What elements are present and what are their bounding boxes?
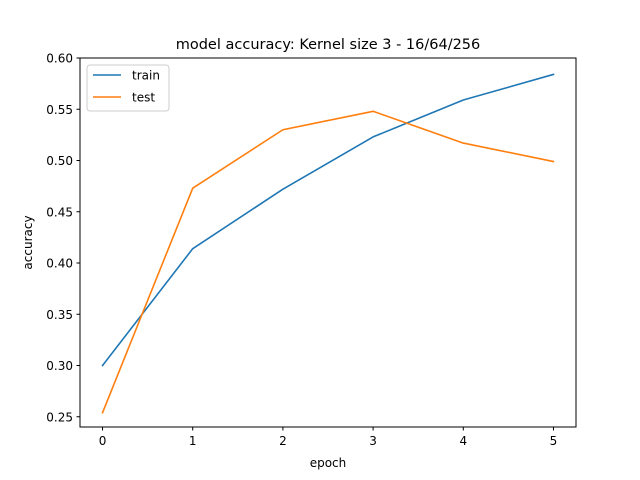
x-tick-label: 5 (550, 434, 558, 448)
y-axis-label: accuracy (21, 215, 35, 269)
y-tick-label: 0.30 (46, 359, 73, 373)
series-line-test (101, 110, 555, 414)
x-tick-label: 2 (279, 434, 287, 448)
y-axis-ticks: 0.25 0.30 0.35 0.40 0.45 0.50 0.55 0.60 (46, 52, 80, 424)
chart-title: model accuracy: Kernel size 3 - 16/64/25… (176, 37, 481, 53)
series-lines (101, 73, 555, 414)
x-tick-label: 1 (189, 434, 197, 448)
y-tick-label: 0.55 (46, 103, 73, 117)
legend-label-test: test (132, 91, 155, 105)
y-tick-label: 0.50 (46, 154, 73, 168)
x-tick-label: 4 (459, 434, 467, 448)
x-tick-label: 0 (99, 434, 107, 448)
plot-area-frame (79, 57, 577, 428)
x-tick-label: 3 (369, 434, 377, 448)
legend-label-train: train (132, 69, 160, 83)
y-tick-label: 0.25 (46, 410, 73, 424)
y-tick-label: 0.40 (46, 257, 73, 271)
y-tick-label: 0.35 (46, 308, 73, 322)
y-tick-label: 0.60 (46, 52, 73, 66)
y-tick-label: 0.45 (46, 205, 73, 219)
series-line-train (101, 73, 555, 367)
legend: train test (86, 64, 170, 112)
legend-box (86, 64, 170, 112)
x-axis-ticks: 0 1 2 3 4 5 (99, 427, 558, 448)
x-axis-label: epoch (310, 456, 347, 470)
